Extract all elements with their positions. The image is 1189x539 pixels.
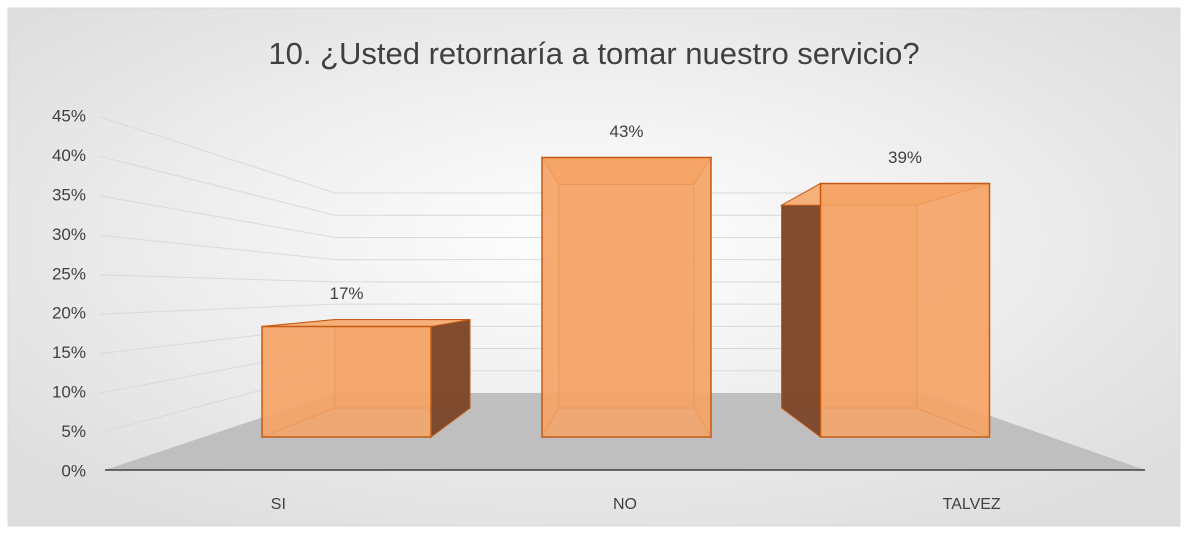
y-tick-label: 15% [52, 343, 86, 362]
x-tick-label: SI [271, 496, 286, 513]
y-tick-label: 30% [52, 225, 86, 244]
data-label: 39% [888, 148, 922, 167]
bar [261, 319, 471, 438]
data-label: 43% [609, 122, 643, 141]
y-tick-label: 45% [52, 106, 86, 125]
grid-line [99, 195, 925, 238]
bar [541, 155, 712, 439]
grid-line [99, 274, 925, 283]
x-tick-label: TALVEZ [943, 496, 1001, 513]
chart-title: 10. ¿Usted retornaría a tomar nuestro se… [268, 36, 919, 71]
y-tick-label: 40% [52, 146, 86, 165]
bars [261, 155, 991, 439]
y-tick-label: 35% [52, 185, 86, 204]
bar-front [541, 156, 712, 438]
bar-front [261, 325, 432, 438]
grid-line [99, 234, 925, 261]
bar-front [819, 182, 991, 438]
grid-line [99, 155, 925, 216]
y-tick-label: 0% [61, 461, 86, 480]
y-tick-label: 10% [52, 383, 86, 402]
bar [779, 182, 991, 438]
y-tick-label: 5% [61, 422, 86, 441]
grid-line [99, 116, 925, 194]
x-tick-label: NO [613, 496, 637, 513]
y-tick-label: 20% [52, 304, 86, 323]
grid-line [99, 303, 925, 315]
bar-side [781, 182, 821, 438]
y-tick-label: 25% [52, 264, 86, 283]
data-label: 17% [329, 284, 363, 303]
